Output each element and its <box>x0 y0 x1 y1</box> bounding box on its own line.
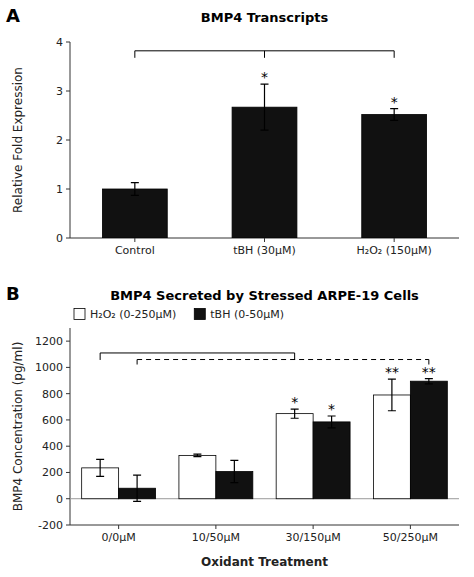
bar <box>362 115 427 238</box>
plot-area <box>82 379 448 502</box>
legend-entry: H₂O₂ (0-250μM) <box>90 308 176 321</box>
error-bar <box>390 109 398 121</box>
x-tick <box>410 525 411 529</box>
y-tick <box>66 189 70 190</box>
plot-area <box>102 84 426 238</box>
y-tick <box>66 140 70 141</box>
bar <box>179 455 216 498</box>
y-tick <box>66 238 70 239</box>
y-tick-label: 0 <box>56 232 63 245</box>
y-tick-label: 1200 <box>35 335 63 348</box>
y-tick <box>66 393 70 394</box>
panel-label: A <box>6 5 20 26</box>
significance: * <box>328 401 335 417</box>
error-bar <box>388 379 396 411</box>
y-tick-label: 4 <box>56 36 63 49</box>
x-tick-label: tBH (30μM) <box>233 244 296 257</box>
x-tick-label: H₂O₂ (150μM) <box>357 244 432 257</box>
x-axis <box>70 525 459 526</box>
panel: A BMP4 Transcripts 0 1 2 3 4 Relative Fold Expr… <box>6 5 459 257</box>
y-axis <box>70 328 71 525</box>
x-tick <box>264 238 265 242</box>
x-tick-label: 30/150μM <box>286 531 341 544</box>
y-tick-label: 1000 <box>35 361 63 374</box>
bar <box>102 189 167 238</box>
y-tick-label: 1 <box>56 183 63 196</box>
x-tick-label: Control <box>115 244 155 257</box>
significance: ** <box>385 364 399 380</box>
y-tick <box>66 341 70 342</box>
y-tick <box>66 42 70 43</box>
y-tick <box>66 91 70 92</box>
error-bar <box>193 454 201 457</box>
legend-swatch <box>74 309 85 320</box>
y-tick-label: 200 <box>42 466 63 479</box>
error-bar <box>291 409 299 418</box>
y-tick <box>66 419 70 420</box>
error-bar <box>328 416 336 428</box>
bar <box>410 381 447 499</box>
y-tick-label: 0 <box>56 493 63 506</box>
y-tick-label: 400 <box>42 440 63 453</box>
x-tick <box>118 525 119 529</box>
x-tick <box>394 238 395 242</box>
x-tick-label: 10/50μM <box>192 531 240 544</box>
x-tick-label: 50/250μM <box>383 531 438 544</box>
y-tick <box>66 498 70 499</box>
x-tick <box>313 525 314 529</box>
x-tick <box>215 525 216 529</box>
bar <box>276 414 313 499</box>
error-bar <box>261 84 269 130</box>
x-tick-label: 0/0μM <box>102 531 136 544</box>
y-tick-label: 800 <box>42 388 63 401</box>
x-axis-label: Oxidant Treatment <box>201 555 328 569</box>
y-tick-label: 3 <box>56 85 63 98</box>
y-axis-label: BMP4 Concentration (pg/ml) <box>11 342 25 512</box>
bracket <box>100 353 295 360</box>
y-tick <box>66 367 70 368</box>
bracket <box>135 51 394 58</box>
bracket <box>137 360 429 367</box>
error-bar <box>230 460 238 482</box>
significance: * <box>391 94 398 110</box>
y-tick <box>66 446 70 447</box>
title: BMP4 Secreted by Stressed ARPE-19 Cells <box>110 288 419 303</box>
error-bar <box>131 183 139 196</box>
error-bar <box>133 475 141 501</box>
chart: A BMP4 Transcripts 0 1 2 3 4 Relative Fold Expr… <box>0 0 474 577</box>
y-tick-label: -200 <box>38 519 63 532</box>
panel-label: B <box>6 283 20 304</box>
y-tick-label: 600 <box>42 414 63 427</box>
error-bar <box>96 459 104 476</box>
x-tick <box>134 238 135 242</box>
y-tick <box>66 525 70 526</box>
panel: B BMP4 Secreted by Stressed ARPE-19 Cells… <box>6 283 459 569</box>
legend-entry: tBH (0-50μM) <box>210 308 284 321</box>
legend-swatch <box>194 309 205 320</box>
title: BMP4 Transcripts <box>201 10 329 25</box>
significance: ** <box>422 364 436 380</box>
y-tick-label: 2 <box>56 134 63 147</box>
y-tick <box>66 472 70 473</box>
y-axis-label: Relative Fold Expression <box>11 67 25 213</box>
significance: * <box>291 394 298 410</box>
bar <box>313 422 350 499</box>
significance: * <box>261 69 268 85</box>
legend: H₂O₂ (0-250μM) tBH (0-50μM) <box>74 308 284 321</box>
